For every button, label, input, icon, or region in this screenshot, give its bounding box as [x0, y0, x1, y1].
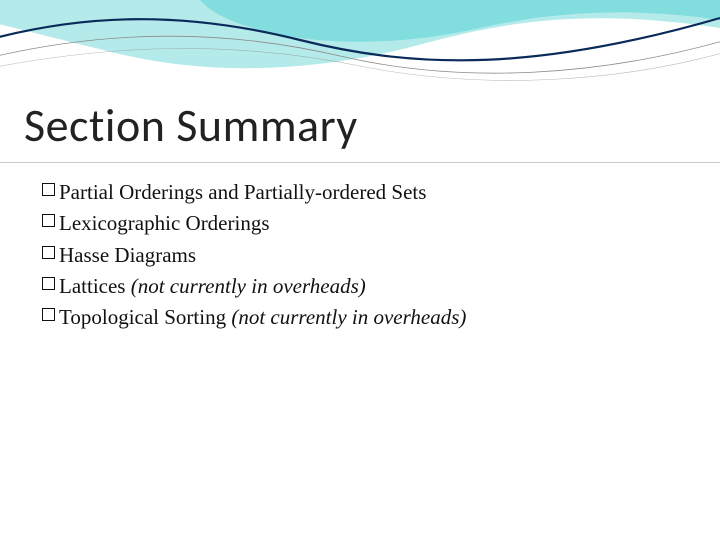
square-bullet-icon — [42, 277, 55, 290]
title-underline — [0, 162, 720, 163]
bullet-list: Partial Orderings and Partially-ordered … — [42, 178, 466, 335]
list-item-text: Hasse Diagrams — [59, 241, 196, 269]
list-item-text: Topological Sorting (not currently in ov… — [59, 303, 466, 331]
square-bullet-icon — [42, 183, 55, 196]
list-item-text: Lattices (not currently in overheads) — [59, 272, 366, 300]
list-item: Hasse Diagrams — [42, 241, 466, 269]
square-bullet-icon — [42, 246, 55, 259]
list-item: Partial Orderings and Partially-ordered … — [42, 178, 466, 206]
wave-decoration — [0, 0, 720, 110]
list-item-text: Lexicographic Orderings — [59, 209, 270, 237]
square-bullet-icon — [42, 308, 55, 321]
list-item: Lattices (not currently in overheads) — [42, 272, 466, 300]
list-item-text: Partial Orderings and Partially-ordered … — [59, 178, 426, 206]
list-item: Lexicographic Orderings — [42, 209, 466, 237]
list-item: Topological Sorting (not currently in ov… — [42, 303, 466, 331]
slide-title: Section Summary — [24, 98, 358, 154]
square-bullet-icon — [42, 214, 55, 227]
